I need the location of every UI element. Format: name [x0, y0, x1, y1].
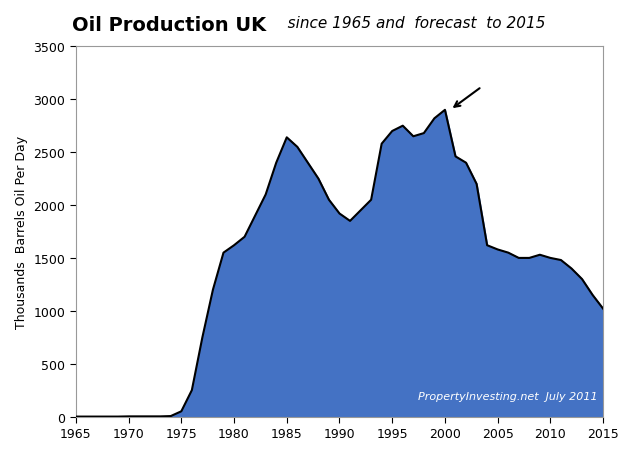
Text: PropertyInvesting.net  July 2011: PropertyInvesting.net July 2011 — [418, 391, 598, 401]
Y-axis label: Thousands  Barrels Oil Per Day: Thousands Barrels Oil Per Day — [15, 136, 28, 329]
Text: since 1965 and  forecast  to 2015: since 1965 and forecast to 2015 — [273, 16, 545, 31]
Text: Oil Production UK: Oil Production UK — [72, 16, 266, 35]
